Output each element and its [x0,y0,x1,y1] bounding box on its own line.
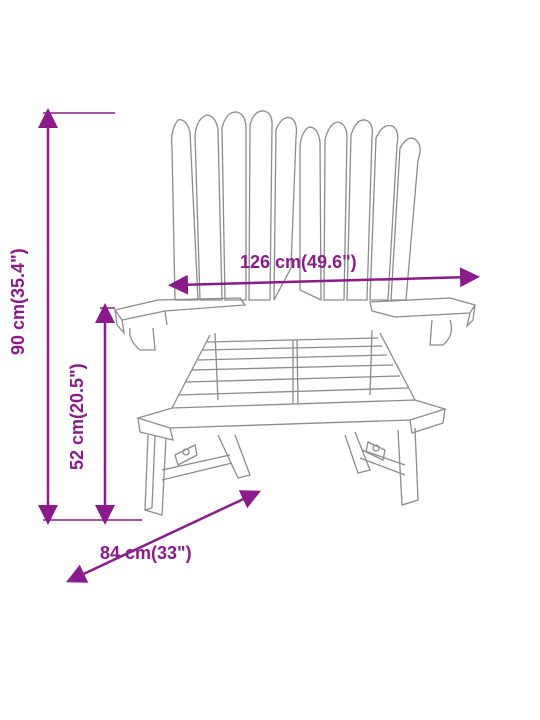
label-height-armrest: 52 cm(20.5") [67,363,88,470]
diagram-canvas [0,0,540,720]
label-depth: 84 cm(33") [100,543,192,564]
label-height-total: 90 cm(35.4") [8,248,29,355]
chair-outline [115,111,475,515]
label-width: 126 cm(49.6") [240,252,357,273]
dimension-arrows [43,113,470,578]
